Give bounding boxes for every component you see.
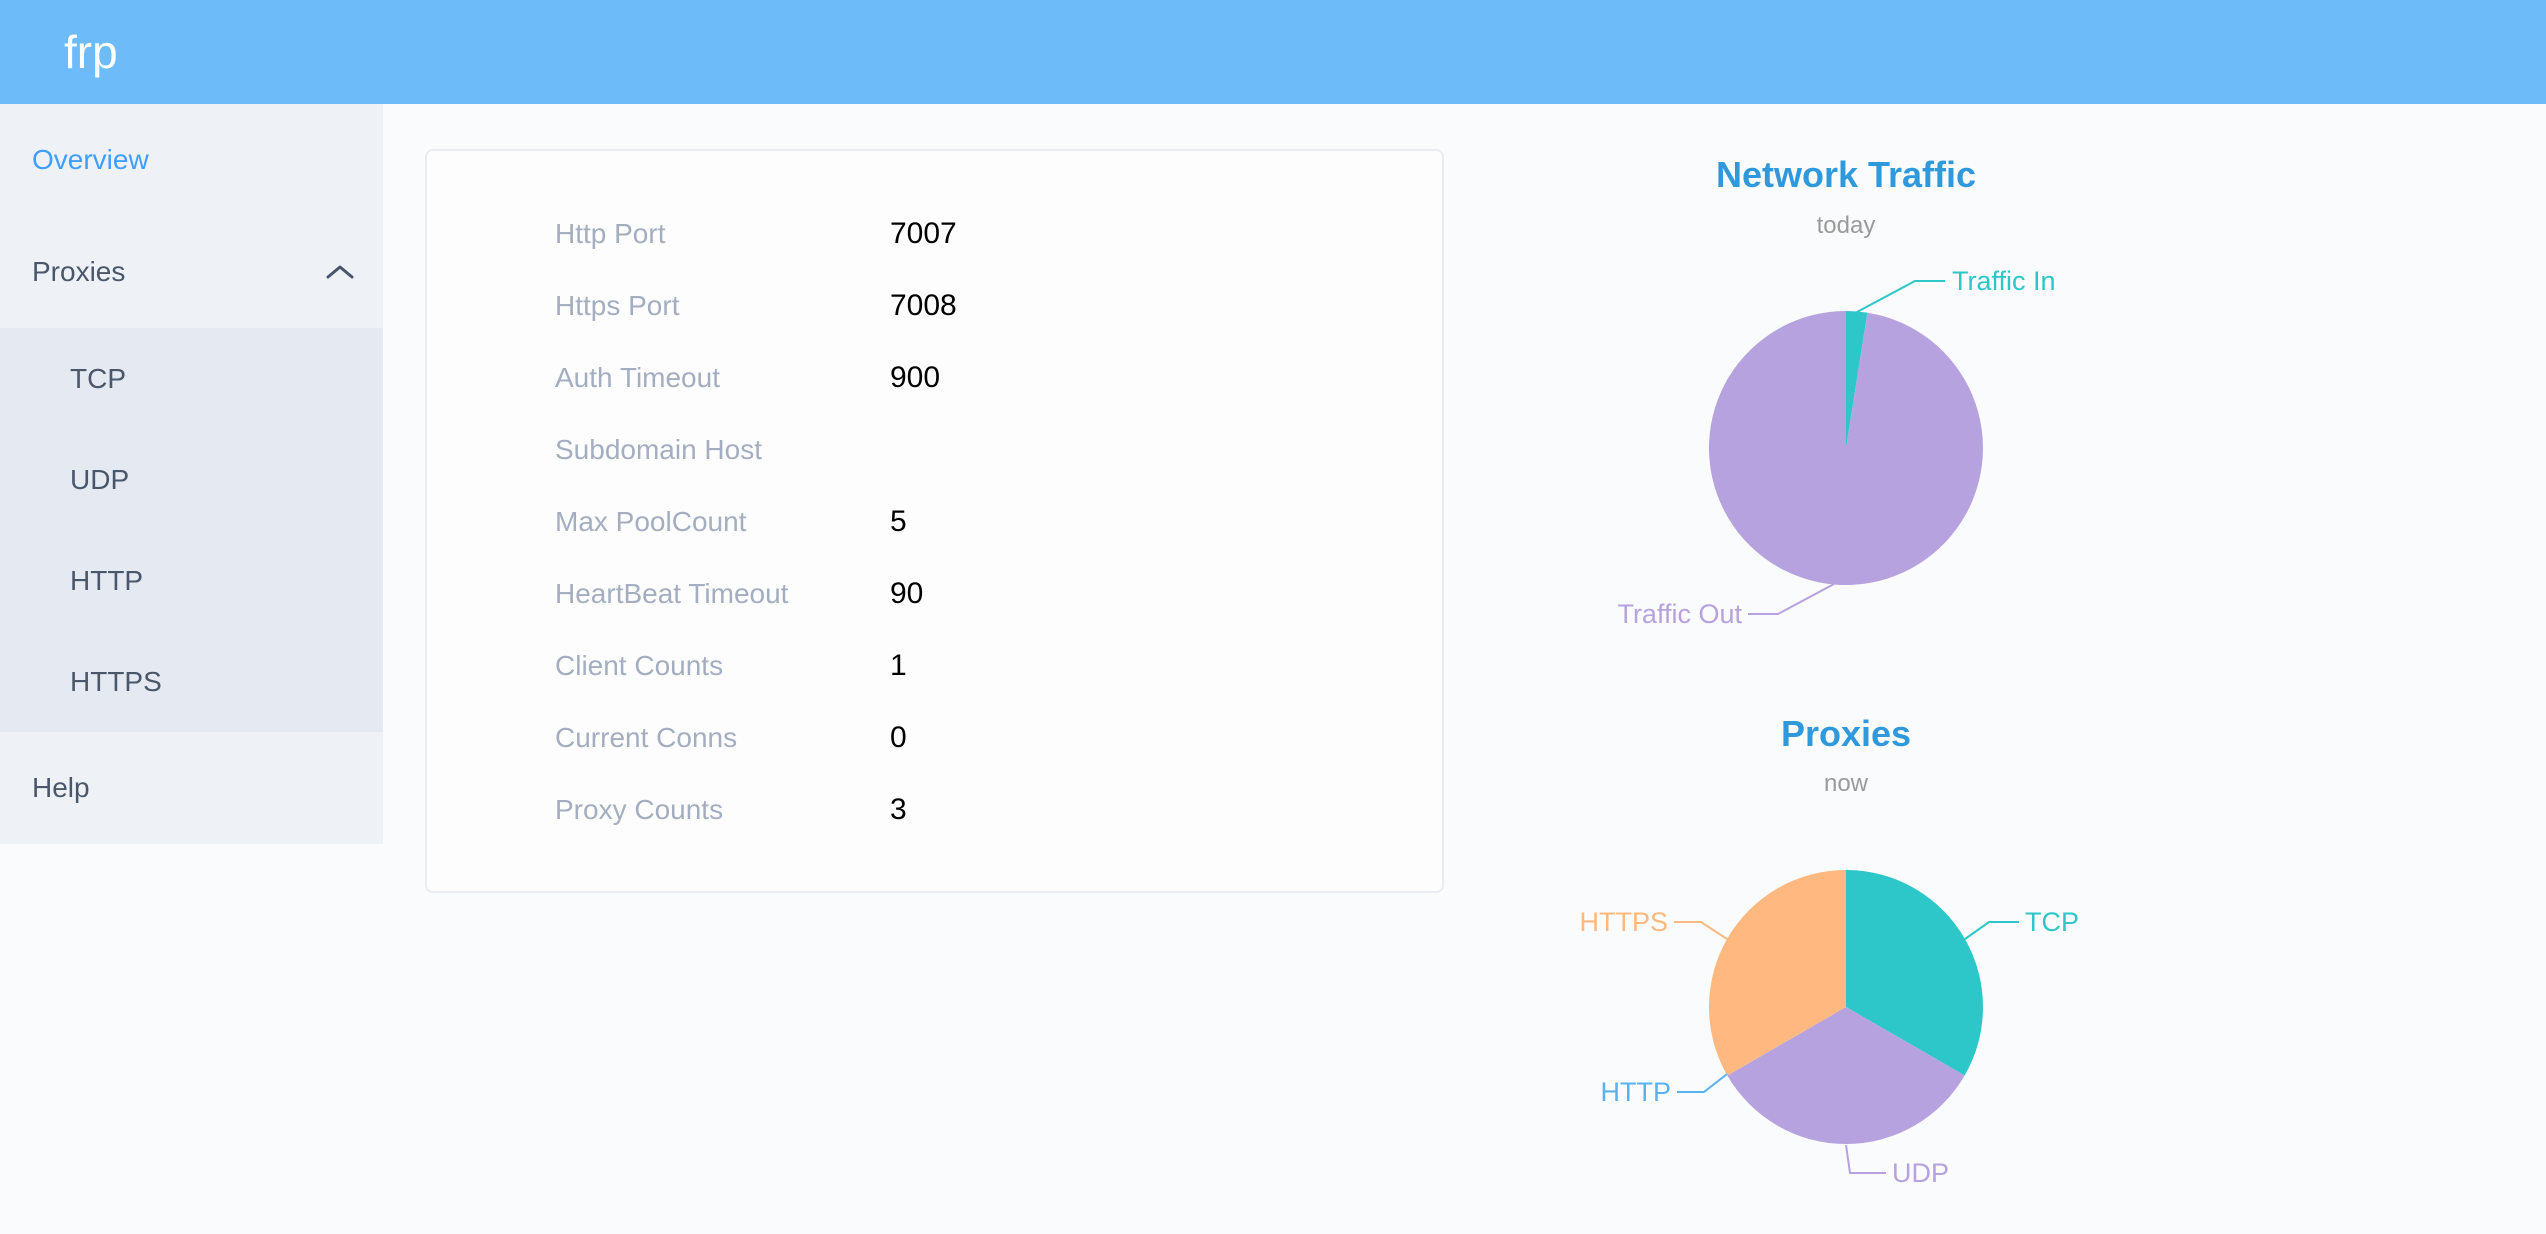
http-leader-line	[1677, 1073, 1728, 1093]
info-row-https-port: Https Port 7008	[427, 270, 1442, 342]
sidebar-item-help-label: Help	[32, 772, 90, 803]
sidebar-item-https[interactable]: HTTPS	[0, 631, 383, 732]
info-row-max-poolcount: Max PoolCount 5	[427, 486, 1442, 558]
info-label: Auth Timeout	[555, 362, 720, 393]
sidebar-item-tcp-label: TCP	[70, 362, 126, 394]
info-value: 7007	[890, 217, 957, 250]
traffic-in-leader-line	[1856, 280, 1945, 313]
info-value: 90	[890, 577, 924, 610]
sidebar-item-udp[interactable]: UDP	[0, 429, 383, 530]
proxies-pie-slices	[1708, 870, 1984, 1145]
udp-leader-line	[1845, 1144, 1886, 1174]
udp-label: UDP	[1892, 1158, 1949, 1188]
info-row-proxy-counts: Proxy Counts 3	[427, 774, 1442, 846]
sidebar-item-proxies[interactable]: Proxies	[0, 216, 383, 328]
https-leader-line	[1674, 921, 1728, 940]
http-label: HTTP	[1601, 1077, 1672, 1107]
info-row-client-counts: Client Counts 1	[427, 630, 1442, 702]
server-info-card: Http Port 7007 Https Port 7008 Auth Time…	[425, 149, 1444, 893]
info-label: HeartBeat Timeout	[555, 578, 789, 609]
sidebar-item-overview[interactable]: Overview	[0, 104, 383, 216]
app-logo: frp	[64, 26, 118, 78]
info-label: Http Port	[555, 218, 666, 249]
info-label: Max PoolCount	[555, 506, 747, 537]
sidebar-item-https-label: HTTPS	[70, 665, 162, 697]
pie-slice-udp[interactable]	[1727, 1007, 1965, 1145]
tcp-leader-line	[1964, 921, 2019, 940]
info-label: Current Conns	[555, 722, 738, 753]
pie-slice-traffic-in[interactable]	[1846, 311, 1868, 448]
info-label: Client Counts	[555, 650, 724, 681]
chevron-up-icon	[325, 256, 355, 288]
info-row-subdomain-host: Subdomain Host	[427, 414, 1442, 486]
tcp-label: TCP	[2025, 907, 2079, 937]
traffic-in-label: Traffic In	[1952, 266, 2056, 296]
info-label: Https Port	[555, 290, 680, 321]
sidebar-item-help[interactable]: Help	[0, 732, 383, 844]
info-row-http-port: Http Port 7007	[427, 198, 1442, 270]
sidebar-item-http-label: HTTP	[70, 564, 144, 596]
sidebar-item-udp-label: UDP	[70, 463, 130, 495]
sidebar: Overview Proxies TCP UDP HTTP HTTPS Help	[0, 104, 383, 844]
proxies-submenu: TCP UDP HTTP HTTPS	[0, 328, 383, 732]
network-traffic-subtitle: today	[1816, 212, 1876, 239]
info-row-auth-timeout: Auth Timeout 900	[427, 342, 1442, 414]
https-label: HTTPS	[1579, 907, 1668, 937]
info-label: Subdomain Host	[555, 434, 763, 465]
sidebar-item-http[interactable]: HTTP	[0, 530, 383, 631]
info-value: 900	[890, 361, 941, 394]
info-value: 5	[890, 505, 907, 538]
traffic-out-leader-line	[1748, 583, 1835, 615]
info-row-heartbeat-timeout: HeartBeat Timeout 90	[427, 558, 1442, 630]
network-traffic-pie-chart: Traffic In Traffic Out	[1617, 266, 2056, 629]
info-row-current-conns: Current Conns 0	[427, 702, 1442, 774]
info-value: 7008	[890, 289, 957, 322]
info-value: 1	[890, 649, 907, 682]
proxies-chart-subtitle: now	[1823, 770, 1869, 797]
app-header: frp	[0, 0, 2546, 104]
info-value: 0	[890, 721, 907, 754]
sidebar-item-proxies-label: Proxies	[32, 256, 126, 287]
info-label: Proxy Counts	[555, 794, 724, 825]
proxies-pie-chart: TCP UDP HTTP HTTPS	[1579, 870, 2079, 1188]
pie-slice-traffic-out[interactable]	[1708, 311, 1983, 585]
sidebar-item-tcp[interactable]: TCP	[0, 328, 383, 429]
network-traffic-pie-slices	[1708, 311, 1983, 585]
proxies-chart-title: Proxies	[1780, 713, 1912, 754]
sidebar-item-overview-label: Overview	[32, 144, 149, 175]
pie-slice-https[interactable]	[1708, 870, 1846, 1076]
network-traffic-title: Network Traffic	[1715, 154, 1977, 195]
traffic-out-label: Traffic Out	[1617, 599, 1742, 629]
pie-slice-tcp[interactable]	[1846, 870, 1984, 1076]
info-value: 3	[890, 793, 907, 826]
